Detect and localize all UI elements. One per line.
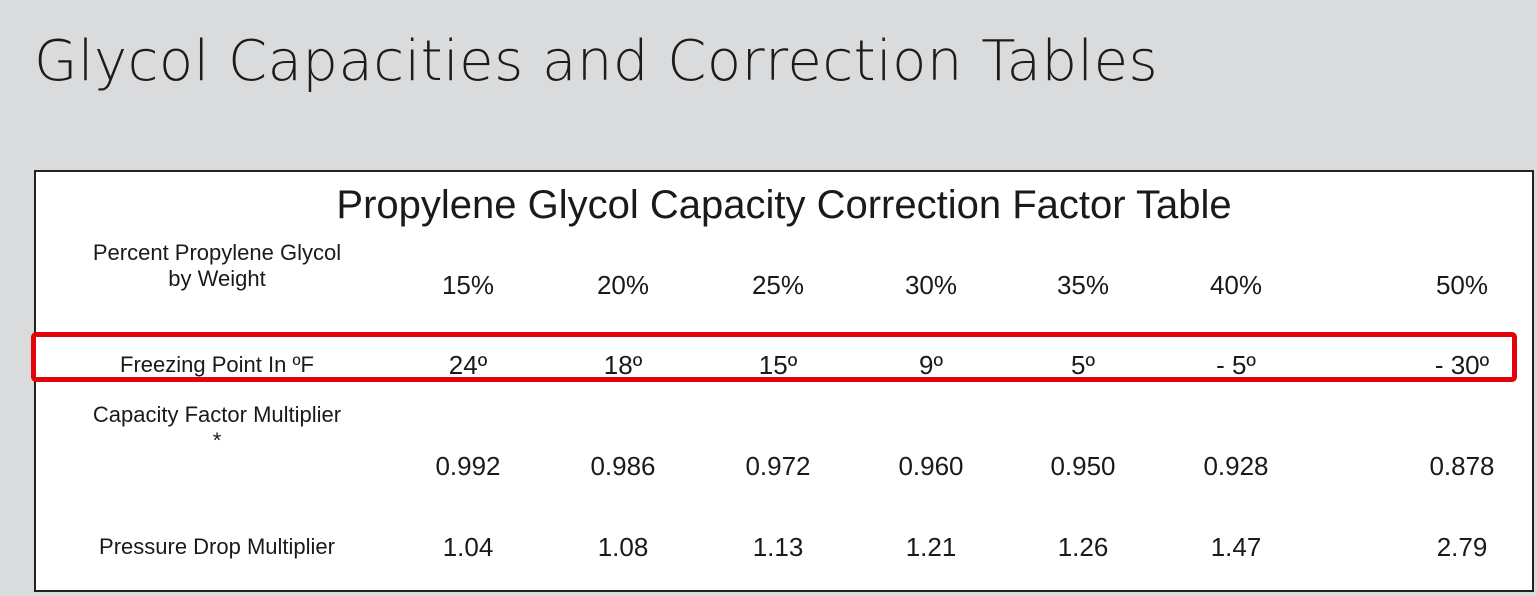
- table-cell: 15º: [758, 349, 798, 380]
- table-cell: - 5º: [1216, 349, 1256, 380]
- table-row-percent-glycol: Percent Propylene Glycol by Weight 15% 2…: [36, 240, 1532, 330]
- table-cell: 0.972: [745, 450, 811, 481]
- table-cell: 0.986: [590, 450, 656, 481]
- table-cell: 15%: [441, 269, 495, 300]
- table-row-capacity-factor: Capacity Factor Multiplier * 0.992 0.986…: [36, 402, 1532, 502]
- row-label-line2: by Weight: [168, 266, 266, 291]
- row-label: Pressure Drop Multiplier: [99, 534, 335, 559]
- table-cell: 9º: [919, 349, 943, 380]
- table-cell: 2.79: [1436, 531, 1488, 562]
- table-row-freezing-point: Freezing Point In ºF 24º 18º 15º 9º 5º -…: [36, 342, 1532, 388]
- table-cell: 40%: [1209, 269, 1263, 300]
- table-cell: 0.960: [898, 450, 964, 481]
- table-cell: 18º: [603, 349, 643, 380]
- table-cell: 0.950: [1050, 450, 1116, 481]
- table-cell: 0.928: [1203, 450, 1269, 481]
- table-cell: 20%: [596, 269, 650, 300]
- row-label: Percent Propylene Glycol by Weight: [36, 240, 398, 330]
- table-cell: 1.04: [442, 531, 494, 562]
- table-cell: 30%: [904, 269, 958, 300]
- highlight-box: [31, 332, 1517, 382]
- table-row-pressure-drop: Pressure Drop Multiplier 1.04 1.08 1.13 …: [36, 514, 1532, 580]
- row-label: Capacity Factor Multiplier *: [36, 402, 398, 502]
- table-cell: 0.878: [1429, 450, 1495, 481]
- table-cell: 1.26: [1057, 531, 1109, 562]
- table-cell: 1.13: [752, 531, 804, 562]
- table-cell: 25%: [751, 269, 805, 300]
- page-title: Glycol Capacities and Correction Tables: [34, 29, 1159, 94]
- table-cell: - 30º: [1434, 349, 1490, 380]
- table-cell: 24º: [448, 349, 488, 380]
- table-cell: 0.992: [435, 450, 501, 481]
- row-label: Freezing Point In ºF: [120, 352, 314, 377]
- row-label-line1: Capacity Factor Multiplier: [92, 402, 342, 427]
- row-label-line1: Percent Propylene Glycol: [92, 240, 342, 265]
- table-cell: 1.21: [905, 531, 957, 562]
- row-label-line2: *: [212, 428, 222, 453]
- table-cell: 50%: [1435, 269, 1489, 300]
- table-title: Propylene Glycol Capacity Correction Fac…: [336, 183, 1232, 227]
- table-cell: 5º: [1071, 349, 1095, 380]
- table-cell: 35%: [1056, 269, 1110, 300]
- table-cell: 1.47: [1210, 531, 1262, 562]
- table-cell: 1.08: [597, 531, 649, 562]
